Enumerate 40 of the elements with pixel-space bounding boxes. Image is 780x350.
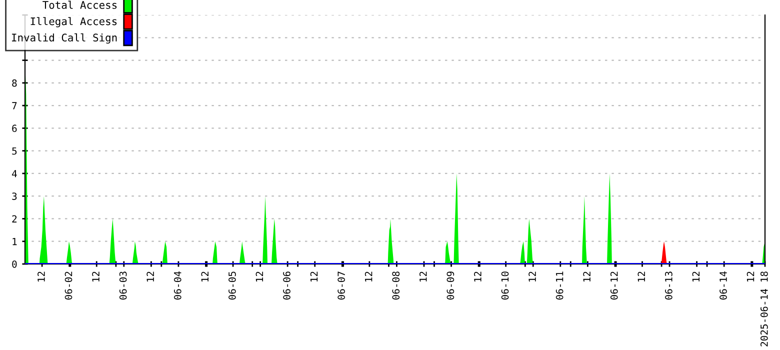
x-tick-label: 06-02 — [64, 272, 72, 300]
x-tick-label: 12 — [310, 272, 318, 282]
x-tick-label: 12 — [638, 272, 645, 282]
y-tick-label: 0 — [12, 260, 17, 268]
x-tick-label: 06-08 — [392, 272, 400, 300]
legend-label: Total Access — [42, 0, 117, 9]
y-tick-label: 3 — [12, 192, 17, 200]
y-tick-label: 2 — [12, 215, 17, 222]
x-tick-label: 12 — [474, 272, 482, 282]
y-tick-label: 5 — [12, 147, 17, 155]
x-tick-label: 06-13 — [665, 272, 672, 300]
x-tick-label: 06-07 — [338, 272, 345, 300]
x-tick-label: 12 — [583, 272, 590, 282]
x-tick-label: 12 — [692, 272, 700, 282]
x-tick-label: 06-06 — [283, 272, 290, 300]
y-tick-label: 6 — [12, 124, 17, 132]
y-tick-label: 8 — [12, 79, 17, 87]
x-tick-label: 06-04 — [174, 271, 182, 300]
y-tick-label: 1 — [12, 238, 17, 246]
x-tick-label: 12 — [92, 272, 100, 282]
x-tick-label: 12 — [201, 272, 208, 282]
y-tick-label: 7 — [12, 102, 17, 110]
x-tick-label: 12 — [146, 272, 154, 282]
x-tick-label: 12 — [38, 272, 45, 282]
x-tick-label: 06-11 — [556, 272, 564, 300]
x-tick-label: 12 — [528, 272, 536, 282]
x-tick-label: 06-12 — [610, 272, 618, 300]
x-tick-label: 06-10 — [501, 272, 509, 300]
x-tick-label: 06-03 — [119, 272, 127, 300]
legend-label: Invalid Call Sign — [12, 33, 117, 44]
x-tick-label: 06-14 — [720, 271, 727, 300]
x-tick-label: 06-09 — [446, 272, 454, 300]
x-tick-label: 12 — [746, 272, 754, 282]
x-tick-label: 06-05 — [228, 272, 236, 300]
legend-label: Illegal Access — [30, 17, 117, 28]
x-tick-label: 12 — [256, 272, 264, 282]
x-tick-label: 12 — [419, 272, 427, 282]
x-tick-label: 12 — [364, 272, 372, 282]
y-tick-label: 4 — [12, 170, 17, 178]
x-tick-label: 2025-06-14 18 — [760, 272, 768, 346]
